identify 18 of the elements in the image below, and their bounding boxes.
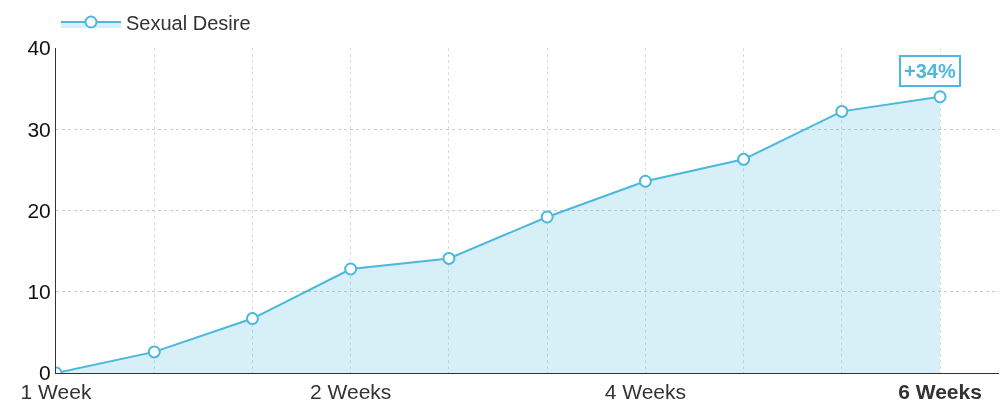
point [737, 152, 751, 166]
y-tick-label: 20 [27, 198, 51, 222]
legend-label: Sexual Desire [126, 11, 251, 34]
point [638, 174, 652, 188]
x-tick-label: 6 Weeks [898, 380, 982, 404]
y-tick-label: 10 [27, 280, 51, 304]
point [933, 90, 947, 104]
point [344, 262, 358, 276]
point [442, 251, 456, 265]
x-tick-label: 4 Weeks [604, 380, 687, 404]
point [245, 312, 259, 326]
y-tick-label: 30 [27, 117, 51, 141]
x-tick-label: 2 Weeks [310, 380, 392, 404]
point [835, 104, 849, 118]
point [540, 210, 554, 224]
annotation: +34% [904, 60, 956, 82]
y-tick-label: 40 [27, 36, 51, 60]
point [147, 345, 161, 359]
